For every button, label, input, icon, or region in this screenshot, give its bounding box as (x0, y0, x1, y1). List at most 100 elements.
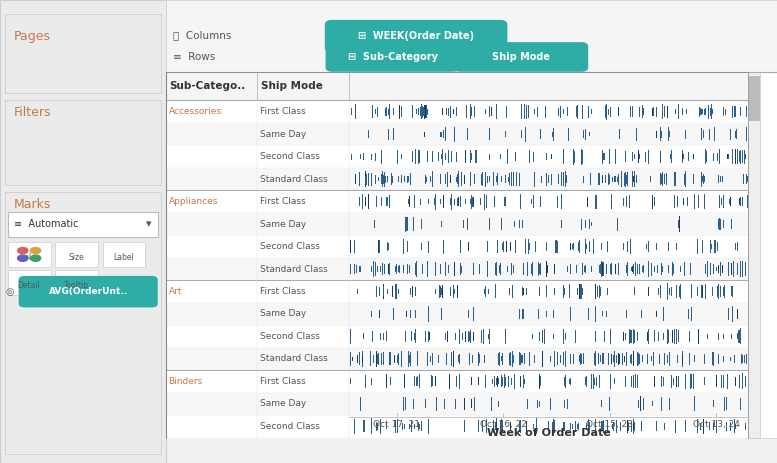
Bar (718, 354, 719, 364)
Text: Sub-Catego..: Sub-Catego.. (169, 81, 246, 91)
Bar (643, 265, 644, 273)
Bar (519, 175, 520, 184)
Bar (531, 264, 532, 274)
Bar (496, 422, 497, 430)
Bar (680, 288, 681, 295)
Bar (398, 353, 399, 365)
Bar (603, 420, 604, 433)
Bar (388, 109, 389, 114)
Bar (685, 420, 686, 432)
Bar (606, 264, 608, 274)
Bar (634, 171, 635, 187)
Bar (485, 378, 486, 384)
Bar (376, 196, 377, 207)
Bar (667, 355, 668, 363)
Bar (730, 422, 731, 431)
Bar (734, 355, 735, 363)
Bar (552, 128, 553, 141)
Bar (705, 108, 706, 115)
Bar (618, 174, 619, 185)
Bar (567, 107, 568, 116)
Bar (494, 196, 495, 207)
Bar (362, 356, 363, 362)
Bar (636, 128, 637, 141)
Bar (560, 355, 561, 363)
Bar (419, 424, 420, 429)
Bar (414, 376, 415, 386)
Bar (639, 354, 640, 364)
Bar (467, 128, 469, 140)
Bar (371, 418, 372, 434)
Bar (573, 354, 574, 364)
Bar (403, 397, 404, 411)
Bar (732, 106, 733, 118)
Bar (718, 219, 720, 229)
Bar (403, 376, 405, 387)
Bar (513, 355, 514, 363)
Bar (486, 195, 487, 208)
Bar (739, 330, 740, 343)
Bar (675, 109, 676, 114)
Bar (714, 127, 715, 141)
Bar (552, 422, 553, 431)
Bar (457, 285, 458, 298)
Bar (713, 352, 714, 366)
Bar (579, 240, 580, 253)
Bar (561, 172, 562, 186)
Bar (610, 329, 611, 344)
Bar (589, 422, 590, 431)
Bar (723, 356, 724, 362)
Bar (370, 351, 371, 366)
Bar (442, 149, 443, 165)
Text: Tooltip: Tooltip (64, 281, 89, 290)
Bar (728, 154, 729, 159)
Bar (636, 175, 637, 183)
Bar (652, 108, 653, 116)
Bar (521, 130, 522, 138)
Bar (718, 357, 719, 361)
Bar (375, 286, 377, 297)
Bar (474, 401, 475, 406)
Bar (430, 356, 431, 362)
Bar (0, 0, 166, 463)
Bar (405, 331, 406, 342)
Bar (704, 109, 705, 115)
Bar (558, 108, 559, 116)
Bar (629, 330, 631, 343)
Bar (538, 264, 540, 274)
Bar (506, 241, 507, 252)
Text: First Class: First Class (260, 377, 306, 386)
Bar (458, 197, 459, 206)
Bar (474, 175, 475, 183)
Bar (735, 131, 736, 138)
Bar (359, 266, 360, 272)
Bar (719, 195, 720, 208)
Bar (455, 107, 457, 116)
Bar (561, 220, 563, 228)
Bar (727, 265, 729, 273)
Text: Appliances: Appliances (169, 197, 218, 206)
Bar (554, 424, 555, 429)
Bar (386, 379, 387, 384)
Bar (702, 130, 704, 138)
Bar (570, 423, 571, 430)
Bar (521, 220, 523, 228)
Bar (694, 356, 695, 362)
Bar (702, 419, 704, 434)
Bar (166, 370, 748, 393)
Bar (648, 241, 649, 251)
Bar (595, 307, 597, 322)
Bar (736, 129, 737, 139)
Text: Second Class: Second Class (260, 332, 320, 341)
Bar (8, 212, 158, 237)
Text: First Class: First Class (260, 107, 306, 116)
Bar (565, 375, 566, 388)
Bar (553, 419, 554, 433)
Bar (608, 173, 609, 185)
Bar (510, 378, 512, 385)
Bar (515, 152, 516, 161)
Bar (554, 351, 555, 367)
Bar (508, 376, 509, 387)
Bar (423, 132, 424, 137)
Bar (692, 174, 694, 184)
